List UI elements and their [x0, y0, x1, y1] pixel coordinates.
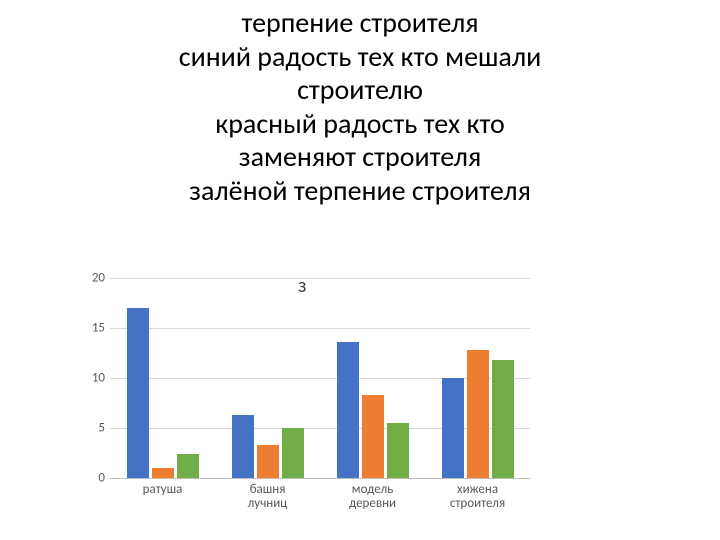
grid-line [110, 328, 530, 329]
bar [442, 378, 464, 478]
bar [127, 308, 149, 478]
bar [282, 428, 304, 478]
title-line: красный радость тех кто [0, 107, 720, 141]
bar [232, 415, 254, 478]
grid-line [110, 278, 530, 279]
title-line: терпение строителя [0, 6, 720, 40]
bar [467, 350, 489, 478]
bar [152, 468, 174, 478]
y-tick-label: 0 [75, 471, 105, 486]
bar [177, 454, 199, 478]
x-tick-label: модельдеревни [320, 483, 425, 512]
bar [337, 342, 359, 478]
title-line: залёной терпение строителя [0, 174, 720, 208]
title-line: строителю [0, 73, 720, 107]
chart-area: з 05101520 ратушабашнялучницмодельдеревн… [70, 278, 530, 528]
x-tick-label: ратуша [110, 483, 215, 497]
title-line: заменяют строителя [0, 140, 720, 174]
y-tick-label: 15 [75, 321, 105, 336]
title-line: синий радость тех кто мешали [0, 40, 720, 74]
x-tick-label: хиженастроителя [425, 483, 530, 512]
chart-title: терпение строителясиний радость тех кто … [0, 0, 720, 208]
x-tick-label: башнялучниц [215, 483, 320, 512]
y-tick-label: 5 [75, 421, 105, 436]
bar [492, 360, 514, 478]
y-tick-label: 10 [75, 371, 105, 386]
plot-region: з 05101520 [110, 278, 530, 479]
bar [387, 423, 409, 478]
bar [362, 395, 384, 478]
y-tick-label: 20 [75, 271, 105, 286]
bar [257, 445, 279, 478]
